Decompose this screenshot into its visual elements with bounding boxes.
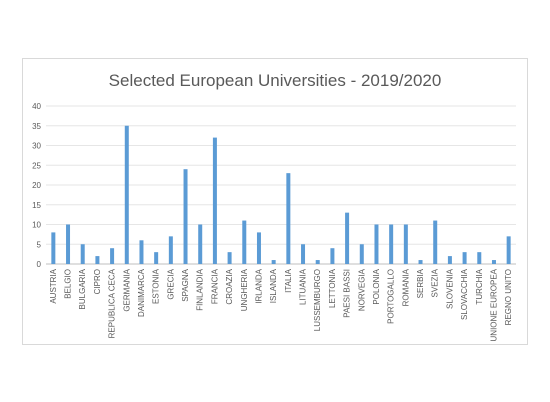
x-tick-label: REGNO UNITO — [504, 269, 513, 325]
x-tick-label: CROAZIA — [225, 268, 234, 304]
bar — [301, 244, 306, 264]
bar — [139, 240, 144, 264]
y-tick-label: 15 — [32, 201, 41, 210]
x-tick-label: LETTONIA — [328, 268, 337, 308]
bar — [212, 137, 217, 264]
bar — [198, 224, 203, 264]
bar — [447, 256, 452, 264]
bar — [418, 260, 423, 264]
bar — [51, 232, 56, 264]
bar — [227, 252, 232, 264]
y-tick-label: 10 — [32, 221, 41, 230]
x-tick-label: PORTOGALLO — [387, 269, 396, 324]
x-tick-label: AUSTRIA — [49, 268, 58, 303]
x-tick-label: POLONIA — [372, 268, 381, 304]
x-tick-label: NORVEGIA — [357, 268, 366, 311]
x-tick-label: SLOVENIA — [445, 268, 454, 309]
y-tick-label: 30 — [32, 142, 41, 151]
x-tick-label: LUSSEMBURGO — [313, 269, 322, 331]
bar — [330, 248, 335, 264]
x-tick-label: ESTONIA — [152, 268, 161, 304]
x-tick-label: ROMANIA — [401, 268, 410, 306]
bar — [403, 224, 408, 264]
x-tick-label: FRANCIA — [210, 268, 219, 304]
bar — [389, 224, 394, 264]
y-tick-label: 20 — [32, 181, 41, 190]
x-tick-label: GRECIA — [166, 268, 175, 299]
x-tick-label: SLOVACCHIA — [460, 268, 469, 320]
bar — [374, 224, 379, 264]
bar — [462, 252, 467, 264]
bar — [256, 232, 261, 264]
bar — [168, 236, 173, 264]
x-tick-label: TURCHIA — [475, 268, 484, 304]
chart-title: Selected European Universities - 2019/20… — [108, 71, 442, 90]
bar — [491, 260, 496, 264]
x-tick-label: UNIONE EUROPEA — [489, 268, 498, 341]
x-tick-label: SERBIA — [416, 268, 425, 298]
x-tick-label: SPAGNA — [181, 268, 190, 301]
x-tick-label: IRLANDA — [254, 268, 263, 303]
bar — [506, 236, 511, 264]
x-tick-label: UNGHERIA — [240, 268, 249, 311]
bar — [66, 224, 71, 264]
bar — [154, 252, 159, 264]
y-tick-label: 35 — [32, 122, 41, 131]
y-tick-label: 5 — [37, 240, 42, 249]
y-tick-label: 0 — [37, 260, 42, 269]
x-tick-label: GERMANIA — [122, 268, 131, 311]
bar — [183, 169, 188, 264]
x-tick-label: DANIMARCA — [137, 268, 146, 317]
bar — [271, 260, 276, 264]
bar — [110, 248, 115, 264]
bar — [286, 173, 291, 264]
bar — [95, 256, 100, 264]
x-tick-label: ITALIA — [284, 268, 293, 293]
x-tick-label: BULGARIA — [78, 268, 87, 309]
x-tick-label: SVEZIA — [431, 268, 440, 297]
bar — [80, 244, 85, 264]
bar — [124, 125, 129, 264]
bar — [477, 252, 482, 264]
bar — [315, 260, 320, 264]
bar — [345, 212, 350, 264]
x-tick-label: CIPRO — [93, 269, 102, 294]
bar — [242, 220, 247, 264]
y-tick-label: 25 — [32, 161, 41, 170]
x-tick-label: PAESI BASSI — [343, 269, 352, 318]
x-tick-label: ISLANDA — [269, 268, 278, 303]
x-tick-label: BELGIO — [64, 269, 73, 299]
y-tick-label: 40 — [32, 102, 41, 111]
x-tick-label: LITUANIA — [299, 268, 308, 305]
bar — [359, 244, 364, 264]
x-tick-label: REPUBLICA CECA — [108, 268, 117, 338]
x-tick-label: FINLANDIA — [196, 268, 205, 310]
bar — [433, 220, 438, 264]
